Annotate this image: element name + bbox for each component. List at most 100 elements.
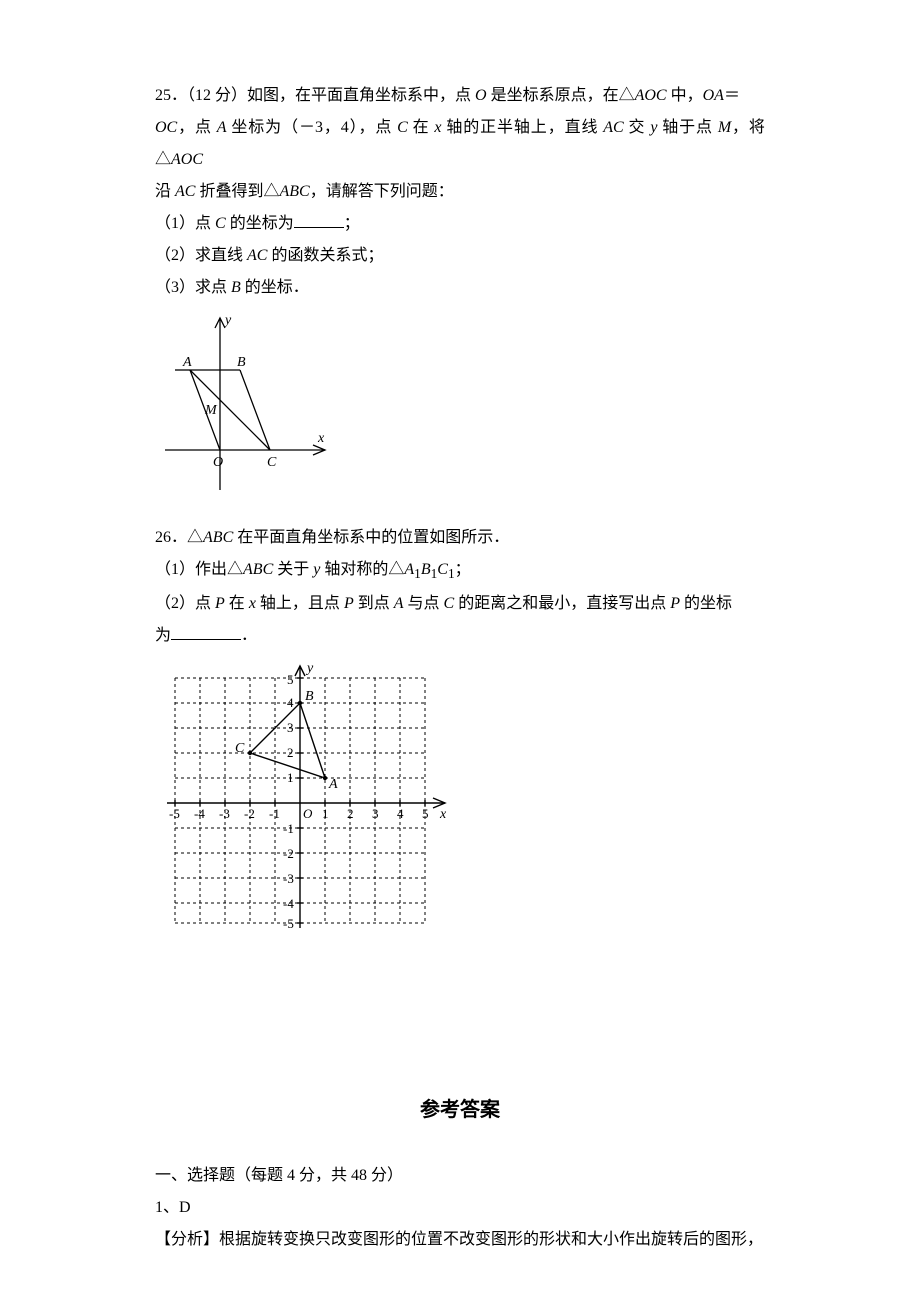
svg-text:2: 2 xyxy=(347,806,354,821)
svg-text:-5: -5 xyxy=(169,806,180,821)
seg-OC: OC xyxy=(155,119,177,136)
svg-text:-1: -1 xyxy=(283,821,294,836)
sub1a: 1 xyxy=(414,566,421,581)
svg-text:5: 5 xyxy=(287,672,294,687)
var-O: O xyxy=(475,87,487,104)
text: ＝ xyxy=(724,87,740,104)
text: 到点 xyxy=(354,595,394,612)
text: （2）点 xyxy=(155,595,215,612)
svg-text:-3: -3 xyxy=(219,806,230,821)
text: ，请解答下列问题： xyxy=(310,183,454,200)
text: 在 xyxy=(408,119,435,136)
label-B: B xyxy=(237,355,246,370)
text: 26．△ xyxy=(155,529,203,546)
answers-a1: 1、D xyxy=(155,1192,765,1224)
svg-text:B: B xyxy=(305,689,314,704)
svg-text:3: 3 xyxy=(372,806,379,821)
seg-OA: OA xyxy=(703,87,724,104)
text: 的坐标为 xyxy=(226,215,294,232)
blank-c-coord xyxy=(294,211,344,228)
tri-ABC3: ABC xyxy=(243,561,273,578)
b1: B xyxy=(421,561,431,578)
text: ． xyxy=(241,627,257,644)
svg-text:2: 2 xyxy=(287,745,294,760)
q26-line1: 26．△ABC 在平面直角坐标系中的位置如图所示． xyxy=(155,522,765,554)
tri-AOC2: AOC xyxy=(171,151,203,168)
text: 为 xyxy=(155,627,171,644)
q26-figure: 1 2 3 4 5 -1 -2 -3 -4 -5 -5 -4 -3 -2 -1 … xyxy=(155,658,765,950)
svg-text:-3: -3 xyxy=(283,871,294,886)
label-A: A xyxy=(182,355,192,370)
text: 的距离之和最小，直接写出点 xyxy=(454,595,670,612)
text: 交 xyxy=(624,119,651,136)
seg-AC3: AC xyxy=(247,247,267,264)
c1: C xyxy=(437,561,448,578)
svg-text:O: O xyxy=(303,806,313,821)
svg-text:y: y xyxy=(305,661,314,676)
pt-P: P xyxy=(215,595,225,612)
text: 与点 xyxy=(404,595,444,612)
text: 轴于点 xyxy=(657,119,717,136)
svg-text:A: A xyxy=(328,777,338,792)
svg-text:3: 3 xyxy=(287,720,294,735)
pt-C3: C xyxy=(444,595,455,612)
label-y: y xyxy=(223,313,232,328)
q25-line3: 沿 AC 折叠得到△ABC，请解答下列问题： xyxy=(155,176,765,208)
svg-text:-2: -2 xyxy=(283,846,294,861)
q25-line2: OC，点 A 坐标为（－3，4），点 C 在 x 轴的正半轴上，直线 AC 交 … xyxy=(155,112,765,176)
text: 坐标为（－3，4），点 xyxy=(227,119,398,136)
text: 的坐标． xyxy=(241,279,309,296)
pt-A: A xyxy=(217,119,227,136)
text: ； xyxy=(344,215,360,232)
svg-text:-2: -2 xyxy=(244,806,255,821)
svg-text:-4: -4 xyxy=(283,896,294,911)
a1: A xyxy=(404,561,414,578)
pt-A2: A xyxy=(394,595,404,612)
text: （1）点 xyxy=(155,215,215,232)
text: ； xyxy=(455,561,471,578)
text: 关于 xyxy=(273,561,313,578)
q25-sub2: （2）求直线 AC 的函数关系式； xyxy=(155,240,765,272)
text: 在 xyxy=(225,595,249,612)
answers-sec1: 一、选择题（每题 4 分，共 48 分） xyxy=(155,1160,765,1192)
answers-expl: 【分析】根据旋转变换只改变图形的位置不改变图形的形状和大小作出旋转后的图形， xyxy=(155,1224,765,1256)
svg-text:5: 5 xyxy=(422,806,429,821)
q26-sub2: （2）点 P 在 x 轴上，且点 P 到点 A 与点 C 的距离之和最小，直接写… xyxy=(155,588,765,620)
sub1c: 1 xyxy=(448,566,455,581)
pt-C2: C xyxy=(215,215,226,232)
svg-text:4: 4 xyxy=(397,806,404,821)
answers-title: 参考答案 xyxy=(155,1090,765,1130)
label-M: M xyxy=(204,403,218,418)
pt-P2: P xyxy=(344,595,354,612)
text: 沿 xyxy=(155,183,175,200)
text: 轴上，且点 xyxy=(256,595,344,612)
label-C: C xyxy=(267,455,277,470)
text: 的坐标 xyxy=(680,595,732,612)
label-x: x xyxy=(317,431,325,446)
svg-text:C: C xyxy=(235,741,245,756)
label-O: O xyxy=(213,455,223,470)
svg-text:4: 4 xyxy=(287,695,294,710)
text: 折叠得到△ xyxy=(195,183,279,200)
tri-ABC: ABC xyxy=(279,183,309,200)
q25-sub1: （1）点 C 的坐标为 ； xyxy=(155,208,765,240)
pt-B: B xyxy=(231,279,241,296)
svg-text:-1: -1 xyxy=(269,806,280,821)
svg-text:1: 1 xyxy=(322,806,329,821)
text: 25．（12 分）如图，在平面直角坐标系中，点 xyxy=(155,87,475,104)
q25-line1: 25．（12 分）如图，在平面直角坐标系中，点 O 是坐标系原点，在△AOC 中… xyxy=(155,80,765,112)
pt-P3: P xyxy=(670,595,680,612)
text: 的函数关系式； xyxy=(267,247,383,264)
svg-text:x: x xyxy=(439,807,447,822)
pt-M: M xyxy=(718,119,731,136)
axis-x: x xyxy=(434,119,441,136)
text: 是坐标系原点，在△ xyxy=(487,87,635,104)
text: （3）求点 xyxy=(155,279,231,296)
axis-x2: x xyxy=(249,595,256,612)
seg-AC: AC xyxy=(603,119,623,136)
text: 在平面直角坐标系中的位置如图所示． xyxy=(233,529,509,546)
tri-ABC2: ABC xyxy=(203,529,233,546)
pt-C: C xyxy=(397,119,408,136)
text: 轴对称的△ xyxy=(320,561,404,578)
text: （1）作出△ xyxy=(155,561,243,578)
